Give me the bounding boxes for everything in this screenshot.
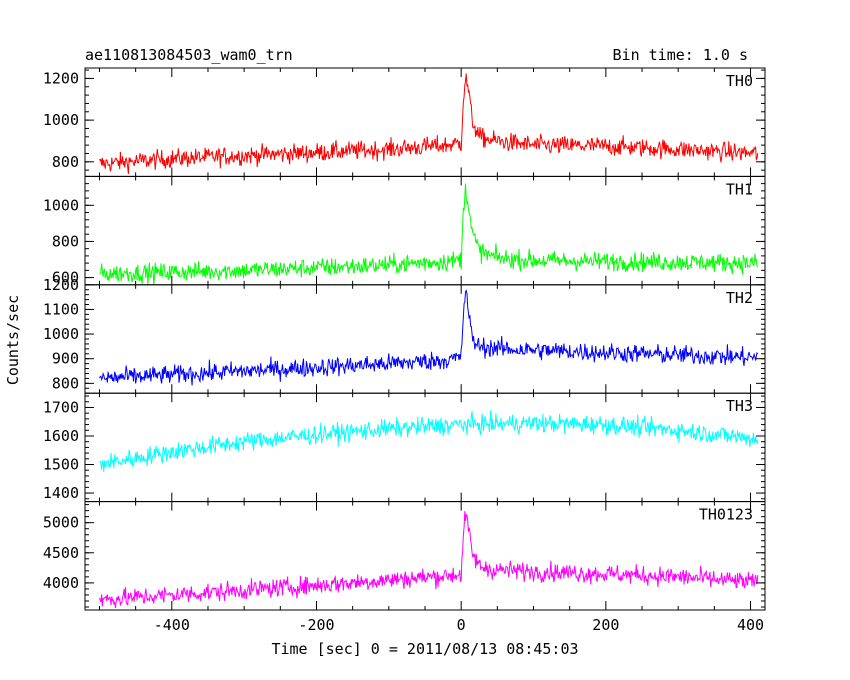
series-line-th0123 xyxy=(99,511,759,608)
x-tick-label: 0 xyxy=(457,616,466,634)
x-tick-label: 400 xyxy=(737,616,764,634)
panel-frame xyxy=(84,392,766,503)
y-tick-label: 800 xyxy=(52,374,79,392)
x-tick-label: -400 xyxy=(154,616,190,634)
panel-label: TH0123 xyxy=(699,506,753,524)
panel-label: TH2 xyxy=(726,289,753,307)
y-tick-label: 1600 xyxy=(43,427,79,445)
y-tick-label: 800 xyxy=(52,232,79,250)
bin-time-label: Bin time: 1.0 s xyxy=(613,46,748,64)
panel-th2: 800 900 1000 1100 1200 TH2 xyxy=(43,276,766,394)
y-tick-label: 900 xyxy=(52,350,79,368)
panel-th3: 1400 1500 1600 1700 TH3 xyxy=(43,392,766,503)
y-tick-label: 4500 xyxy=(43,544,79,562)
panel-th0123: 4000 4500 5000 TH0123 xyxy=(43,501,766,611)
y-tick-label: 1500 xyxy=(43,456,79,474)
y-tick-label: 1000 xyxy=(43,111,79,129)
chart-title: ae110813084503_wam0_trn xyxy=(85,46,293,64)
y-tick-label: 4000 xyxy=(43,574,79,592)
panel-frame xyxy=(84,284,766,394)
y-tick-label: 5000 xyxy=(43,514,79,532)
y-tick-label: 1400 xyxy=(43,484,79,502)
panel-label: TH0 xyxy=(726,72,753,90)
y-tick-label: 1700 xyxy=(43,398,79,416)
x-tick-label: -200 xyxy=(298,616,334,634)
panel-th1: 600 800 1000 TH1 xyxy=(43,175,766,287)
series-line-th0 xyxy=(99,73,759,175)
x-tick-label: 200 xyxy=(592,616,619,634)
panel-frame xyxy=(84,501,766,611)
y-tick-label: 1000 xyxy=(43,325,79,343)
y-tick-label: 1200 xyxy=(43,276,79,294)
y-tick-label: 800 xyxy=(52,153,79,171)
x-axis: -400 -200 0 200 400 xyxy=(154,616,764,634)
panel-label: TH1 xyxy=(726,180,753,198)
series-line-th2 xyxy=(99,289,759,386)
y-tick-label: 1100 xyxy=(43,300,79,318)
panels-group: 800 1000 1200 TH0 600 800 1000 TH1 800 900 1000 110… xyxy=(43,67,766,611)
x-axis-label: Time [sec] 0 = 2011/08/13 08:45:03 xyxy=(271,640,578,658)
panel-label: TH3 xyxy=(726,397,753,415)
y-tick-label: 600 xyxy=(52,269,79,287)
y-tick-label: 1200 xyxy=(43,69,79,87)
panel-th0: 800 1000 1200 TH0 xyxy=(43,67,766,177)
series-line-th1 xyxy=(99,183,759,285)
y-tick-label: 1000 xyxy=(43,196,79,214)
y-axis-label: Counts/sec xyxy=(4,295,22,385)
series-line-th3 xyxy=(99,410,759,472)
